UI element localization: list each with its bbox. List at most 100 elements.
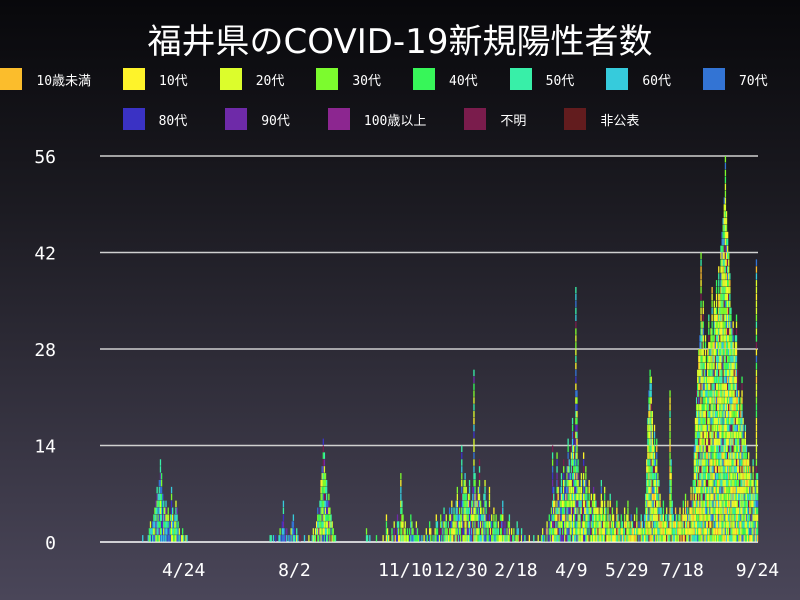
bar-segment: [724, 342, 727, 349]
bar-segment: [497, 535, 499, 542]
bar-segment: [633, 521, 636, 528]
bar-segment: [683, 521, 686, 528]
bar-segment: [551, 493, 554, 501]
bar-segment: [715, 431, 718, 439]
bar-segment: [715, 397, 718, 404]
bar-segment: [688, 514, 690, 521]
bar-segment: [718, 390, 720, 397]
bar-segment: [576, 528, 578, 535]
bar-segment: [723, 466, 725, 473]
bar-segment: [461, 493, 463, 501]
bar-segment: [403, 535, 405, 542]
bar-segment: [740, 473, 742, 480]
bar-segment: [291, 528, 293, 535]
bar-segment: [723, 500, 725, 508]
bar-segment: [724, 514, 727, 521]
bar-segment: [577, 459, 579, 466]
bar-segment: [714, 452, 717, 459]
bar-segment: [735, 390, 738, 397]
bar-segment: [728, 335, 730, 342]
bar-segment: [551, 507, 554, 515]
bar-segment: [698, 486, 700, 494]
bar-segment: [322, 479, 324, 487]
bar-segment: [676, 521, 678, 528]
bar-segment: [717, 459, 719, 466]
bar-segment: [658, 514, 660, 521]
bar-segment: [722, 424, 724, 432]
bar-segment: [590, 507, 593, 515]
legend-item: 90代: [225, 108, 290, 130]
bar-segment: [175, 528, 177, 535]
bar-segment: [503, 535, 505, 542]
bar-segment: [703, 355, 706, 363]
bar-segment: [732, 335, 734, 342]
bar-segment: [721, 390, 723, 397]
bar-segment: [493, 535, 495, 542]
bar-segment: [647, 514, 649, 521]
bar-segment: [650, 521, 652, 528]
bar-segment: [739, 500, 741, 508]
bar-segment: [559, 486, 562, 494]
bar-segment: [710, 445, 712, 452]
bar-segment: [587, 535, 589, 542]
bar-segment: [579, 514, 581, 521]
bar-segment: [751, 535, 753, 542]
bar-segment: [752, 507, 754, 515]
bar-segment: [735, 445, 738, 452]
bar-segment: [592, 486, 595, 494]
bar-segment: [585, 514, 587, 521]
bar-segment: [498, 535, 501, 542]
bar-segment: [700, 266, 702, 273]
bar-segment: [607, 528, 609, 535]
bar-segment: [726, 355, 729, 363]
bar-segment: [473, 438, 475, 446]
bar-segment: [168, 528, 170, 535]
bar-segment: [652, 500, 655, 508]
bar-segment: [472, 493, 474, 501]
bar-segment: [734, 459, 737, 466]
bar-segment: [702, 521, 704, 528]
bar-segment: [739, 514, 741, 521]
bar-segment: [726, 459, 729, 466]
bar-segment: [704, 424, 707, 432]
bar-segment: [718, 328, 720, 335]
bar-segment: [690, 514, 692, 521]
bar-segment: [705, 521, 708, 528]
bar-segment: [714, 307, 717, 315]
bar-segment: [755, 452, 758, 459]
bar-segment: [415, 521, 418, 528]
bar-segment: [742, 528, 744, 535]
bar-segment: [744, 473, 747, 480]
bar-segment: [682, 521, 684, 528]
bar-segment: [708, 479, 710, 487]
bar-segment: [560, 521, 563, 528]
bar-segment: [400, 535, 402, 542]
bar-segment: [468, 528, 471, 535]
bar-segment: [450, 535, 452, 542]
bar-segment: [700, 473, 702, 480]
bar-segment: [308, 535, 310, 542]
bar-segment: [692, 514, 694, 521]
bar-segment: [736, 521, 739, 528]
bar-segment: [707, 417, 709, 425]
bar-segment: [159, 535, 162, 542]
bar-segment: [752, 535, 754, 542]
bar-segment: [657, 521, 659, 528]
bar-segment: [574, 466, 576, 473]
bar-segment: [155, 514, 157, 521]
bar-segment: [718, 479, 720, 487]
bar-segment: [550, 528, 553, 535]
bar-segment: [466, 521, 468, 528]
bar-segment: [404, 535, 406, 542]
bar-segment: [714, 500, 717, 508]
bar-segment: [701, 521, 703, 528]
bar-segment: [400, 521, 402, 528]
bar-segment: [712, 349, 714, 356]
bar-segment: [637, 528, 639, 535]
bar-segment: [604, 500, 606, 508]
bar-segment: [730, 528, 732, 535]
bar-segment: [732, 369, 734, 377]
bar-segment: [588, 486, 590, 494]
bar-segment: [589, 521, 591, 528]
bar-segment: [601, 535, 604, 542]
